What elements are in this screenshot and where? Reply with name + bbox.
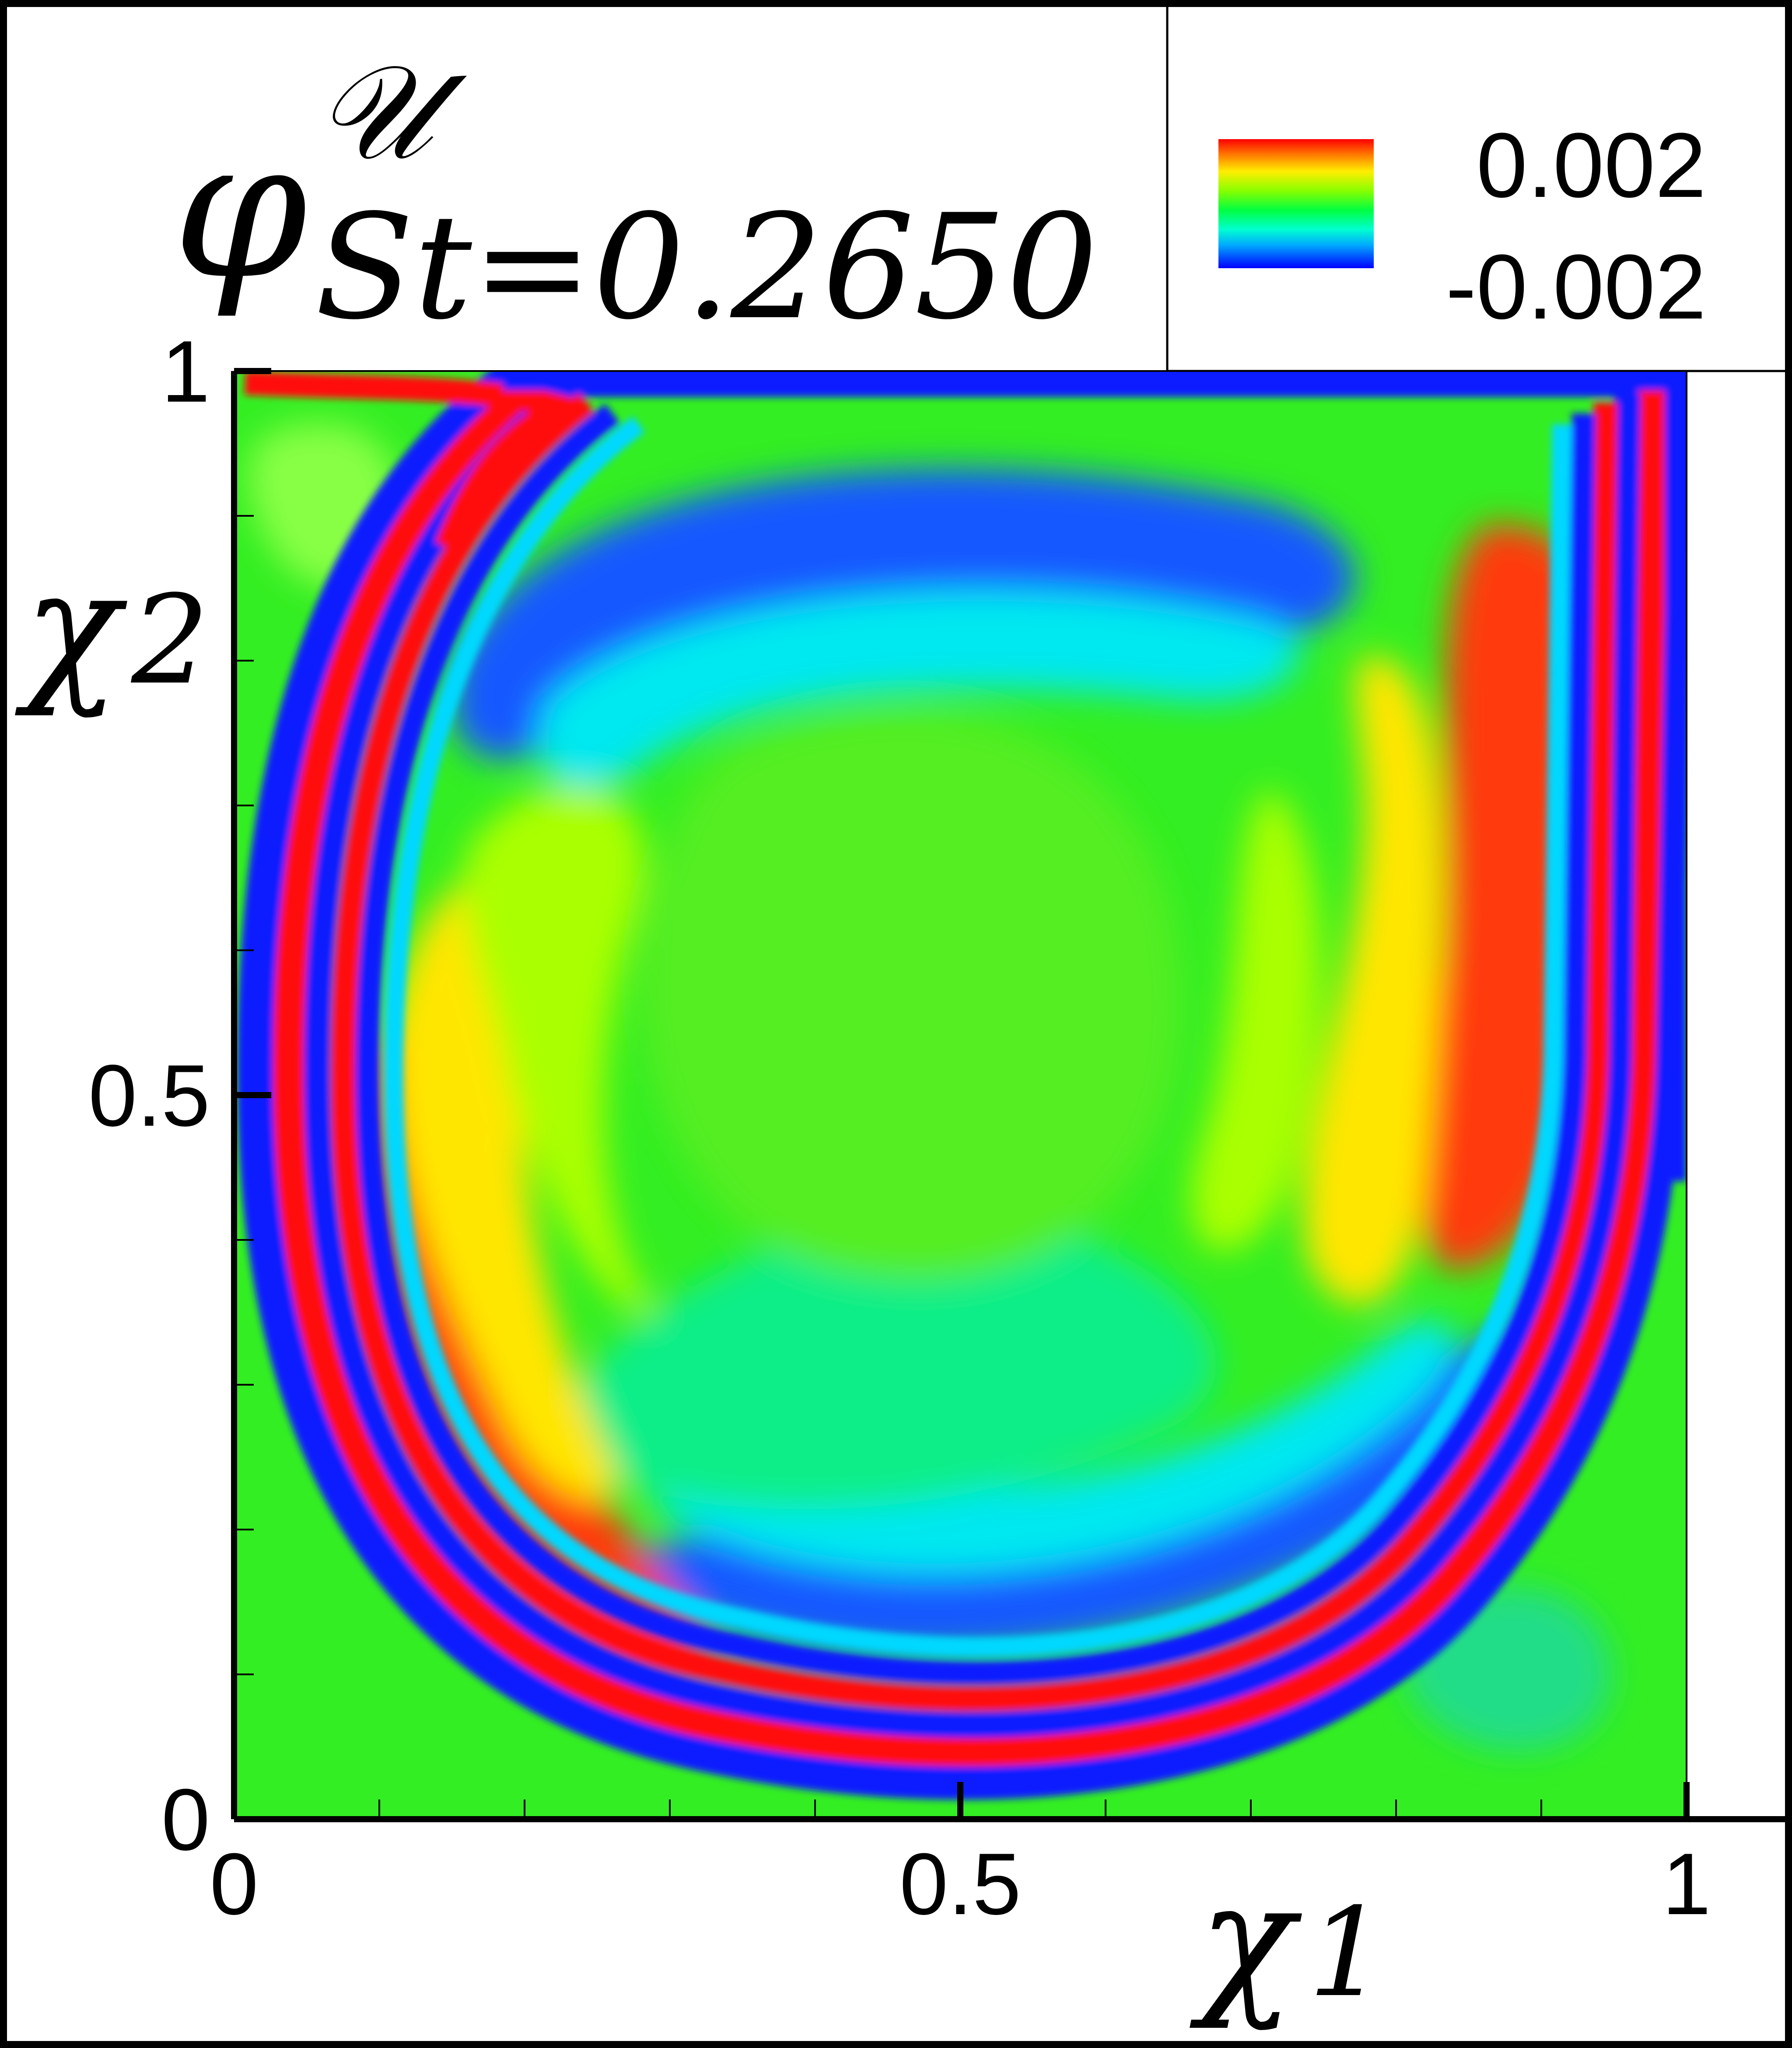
- center-green: [640, 711, 1181, 1280]
- yellow-green-swirl-left: [462, 785, 656, 1315]
- separatrix-bands: [237, 371, 1687, 1800]
- y-axis-label-symbol: χ: [14, 536, 128, 720]
- yellow-green-swirl-right: [1191, 788, 1321, 1252]
- x-tick-label-1: 0.5: [900, 1835, 1021, 1933]
- title-subscript: St=0.2650: [315, 183, 1098, 351]
- blue-band-3: [355, 404, 1596, 1685]
- red-band-2: [331, 393, 1618, 1711]
- x-axis-label: χ 1: [1189, 1849, 1386, 2032]
- x-ticks: 0 0.5 1: [210, 1782, 1711, 1933]
- y-tick-label-1: 0.5: [88, 1047, 210, 1145]
- left-yellow-halo: [390, 875, 616, 1502]
- x-axis-label-sub: 1: [1308, 1882, 1386, 2024]
- x-axis-label-symbol: χ: [1189, 1849, 1302, 2032]
- colorbar: 0.002 -0.002: [1218, 114, 1706, 338]
- red-band-1: [273, 372, 1669, 1767]
- interior-blobs: [248, 423, 1616, 1751]
- right-yellow-halo: [1303, 655, 1442, 1305]
- y-tick-label-2: 1: [161, 323, 210, 420]
- blue-band-2: [304, 383, 1641, 1738]
- inner-cyan-band: [384, 416, 1572, 1657]
- colorbar-max-label: 0.002: [1476, 114, 1706, 217]
- lower-cyan-band: [655, 1321, 1455, 1575]
- outer-blue-band: [237, 371, 1687, 1800]
- chart-title: φ 𝒰 St=0.2650: [173, 36, 1098, 351]
- y-tick-label-0: 0: [161, 1771, 210, 1869]
- contour-field: [234, 371, 1687, 1819]
- y-axis-label-sub: 2: [130, 569, 210, 712]
- x-tick-label-0: 0: [210, 1835, 258, 1933]
- corner-red-band: [244, 371, 592, 552]
- y-ticks: 00.51: [88, 323, 271, 1869]
- colorbar-gradient: [1218, 139, 1374, 268]
- lower-blue-lobe: [634, 1333, 1536, 1653]
- mint-swirl-lower: [547, 1213, 1217, 1509]
- y-axis-label: χ 2: [14, 536, 210, 720]
- title-symbol: φ: [173, 97, 308, 321]
- colorbar-min-label: -0.002: [1446, 235, 1706, 338]
- x-tick-label-2: 1: [1662, 1835, 1711, 1933]
- upper-cyan-band: [538, 590, 1300, 788]
